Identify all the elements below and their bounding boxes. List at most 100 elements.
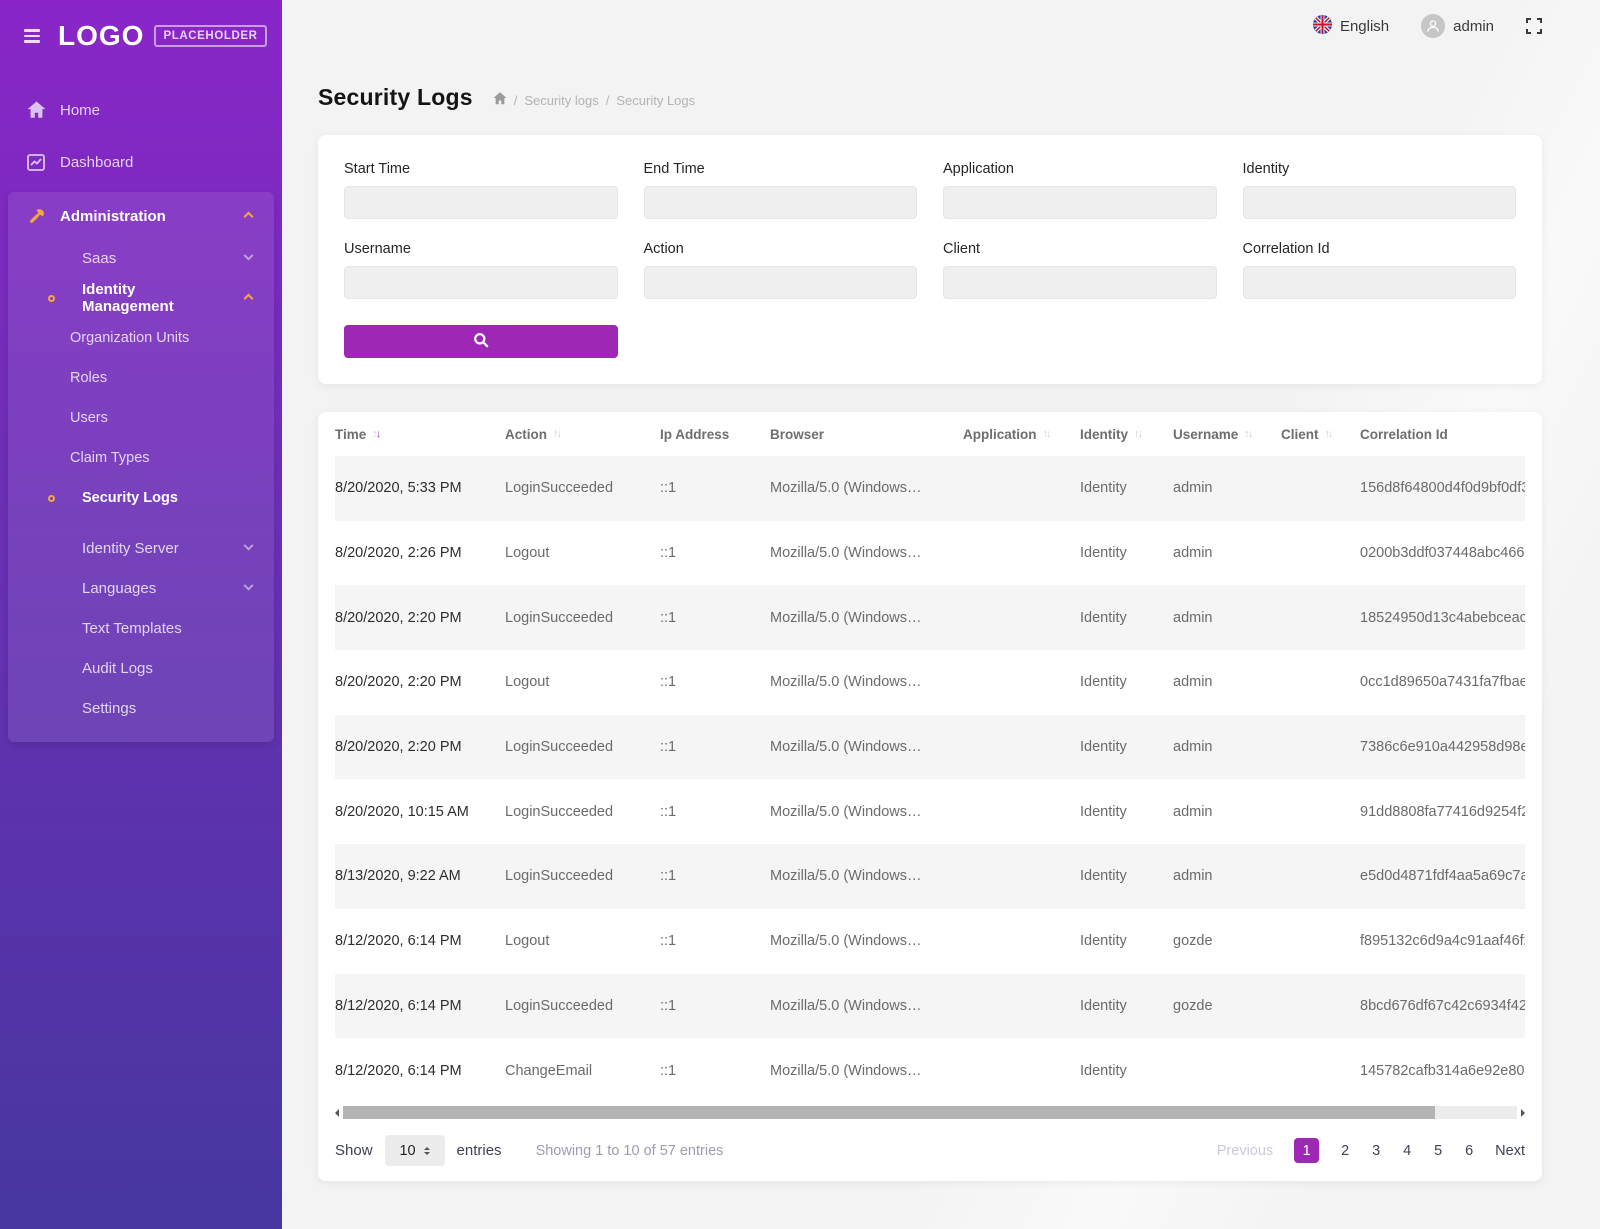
sidebar-item-roles[interactable]: Roles [8, 358, 274, 398]
filter-field-end-time: End Time [643, 161, 917, 219]
cell-client [1281, 456, 1360, 521]
cell-username: gozde [1173, 997, 1213, 1014]
search-button[interactable] [344, 325, 618, 358]
sidebar-item-settings[interactable]: Settings [8, 688, 274, 728]
cell-browser: Mozilla/5.0 (Windows… [770, 480, 922, 497]
pagination-page-3[interactable]: 3 [1372, 1142, 1381, 1159]
sidebar-item-text-templates[interactable]: Text Templates [8, 608, 274, 648]
cell-identity: Identity [1080, 803, 1127, 820]
cell-time: 8/20/2020, 2:20 PM [335, 739, 462, 756]
pagination: Previous 1 2 3 4 5 6 Next [1216, 1138, 1525, 1164]
field-label: Correlation Id [1242, 241, 1330, 257]
logo[interactable]: LOGO PLACEHOLDER [58, 20, 267, 52]
chevron-up-icon [243, 293, 254, 303]
topbar: English admin [318, 0, 1542, 52]
breadcrumb-item[interactable]: Security logs [524, 92, 599, 108]
cell-ip: ::1 [660, 1062, 677, 1079]
showing-entries-text: Showing 1 to 10 of 57 entries [535, 1142, 724, 1159]
dashboard-icon [26, 153, 46, 171]
pagination-page-4[interactable]: 4 [1403, 1142, 1412, 1159]
pagination-previous[interactable]: Previous [1216, 1142, 1274, 1159]
application-input[interactable] [943, 186, 1217, 219]
cell-correlation: 7386c6e910a442958d98e9 [1360, 739, 1525, 756]
table-header-row: Time ↑ ↓ Action ↑ ↓ Ip Address Browser Appli… [335, 412, 1525, 456]
scroll-left-arrow-icon[interactable] [335, 1108, 339, 1117]
cell-browser: Mozilla/5.0 (Windows… [770, 803, 922, 820]
cell-correlation: 0cc1d89650a7431fa7fbae4 [1360, 674, 1525, 691]
cell-action: LoginSucceeded [505, 739, 614, 756]
avatar [1421, 14, 1446, 38]
cell-action: ChangeEmail [505, 1062, 593, 1079]
sidebar-item-users[interactable]: Users [8, 398, 274, 438]
sidebar-item-security-logs[interactable]: Security Logs [8, 478, 274, 518]
fullscreen-icon[interactable] [1526, 18, 1542, 34]
cell-time: 8/20/2020, 2:20 PM [335, 609, 462, 626]
start-time-input[interactable] [344, 186, 618, 219]
correlation-id-input[interactable] [1242, 266, 1516, 299]
sidebar-item-identity-management[interactable]: Identity Management [8, 278, 274, 318]
column-header-identity[interactable]: Identity ↑ ↓ [1080, 426, 1143, 442]
table-row: 8/20/2020, 10:15 AM LoginSucceeded ::1 M… [335, 779, 1525, 844]
logo-text: LOGO [58, 20, 145, 51]
username-input[interactable] [344, 266, 618, 299]
cell-correlation: 8bcd676df67c42c6934f42 [1360, 997, 1525, 1014]
cell-username: admin [1173, 739, 1213, 756]
sidebar-item-home[interactable]: Home [0, 84, 282, 136]
sidebar-group-administration: Administration Saas Identity Management … [8, 192, 274, 742]
column-header-username[interactable]: Username ↑ ↓ [1173, 426, 1253, 442]
cell-browser: Mozilla/5.0 (Windows… [770, 739, 922, 756]
horizontal-scrollbar[interactable] [335, 1105, 1525, 1121]
client-input[interactable] [943, 266, 1217, 299]
entries-label: entries [456, 1142, 502, 1160]
user-menu[interactable]: admin [1421, 14, 1494, 38]
cell-time: 8/20/2020, 10:15 AM [335, 803, 469, 820]
column-header-time[interactable]: Time ↑ ↓ [335, 426, 381, 442]
breadcrumb-home-icon[interactable] [493, 92, 507, 108]
sidebar-menu: Home Dashboard Administration Saas [0, 68, 282, 742]
cell-action: LoginSucceeded [505, 868, 614, 885]
column-header-application[interactable]: Application ↑ ↓ [963, 426, 1051, 442]
pagination-next[interactable]: Next [1495, 1142, 1525, 1159]
field-label: Username [344, 241, 411, 257]
identity-input[interactable] [1242, 186, 1516, 219]
column-header-correlation-id: Correlation Id [1360, 426, 1448, 442]
cell-action: LoginSucceeded [505, 480, 614, 497]
sidebar-item-administration[interactable]: Administration [8, 194, 274, 238]
page-size-value: 10 [399, 1142, 416, 1159]
page-size-select[interactable]: 10 [384, 1135, 445, 1167]
bullet-dot-icon [48, 294, 55, 302]
cell-application [963, 521, 1080, 586]
menu-toggle-icon[interactable] [22, 27, 42, 45]
scrollbar-track[interactable] [343, 1106, 1517, 1120]
sidebar-item-languages[interactable]: Languages [8, 568, 274, 608]
cell-application [963, 715, 1080, 780]
main-content: English admin Security Logs / Security l… [282, 0, 1600, 1229]
scroll-right-arrow-icon[interactable] [1521, 1108, 1525, 1117]
sidebar-item-label: Roles [70, 370, 108, 386]
sidebar-item-identity-server[interactable]: Identity Server [8, 528, 274, 568]
sidebar-item-dashboard[interactable]: Dashboard [0, 136, 282, 188]
column-header-action[interactable]: Action ↑ ↓ [505, 426, 562, 442]
end-time-input[interactable] [643, 186, 917, 219]
cell-correlation: 91dd8808fa77416d9254f2e [1360, 803, 1525, 820]
pagination-page-6[interactable]: 6 [1465, 1142, 1474, 1159]
sort-icon: ↑ ↓ [553, 428, 562, 440]
sidebar-item-audit-logs[interactable]: Audit Logs [8, 648, 274, 688]
table-row: 8/12/2020, 6:14 PM ChangeEmail ::1 Mozil… [335, 1038, 1525, 1103]
language-selector[interactable]: English [1312, 14, 1389, 38]
sidebar-item-claim-types[interactable]: Claim Types [8, 438, 274, 478]
chevron-down-icon [243, 250, 254, 261]
sidebar-item-label: Dashboard [60, 153, 134, 171]
sort-icon: ↑ ↓ [1244, 428, 1253, 440]
sidebar-item-organization-units[interactable]: Organization Units [8, 318, 274, 358]
pagination-page-2[interactable]: 2 [1341, 1142, 1350, 1159]
cell-client [1281, 909, 1360, 974]
action-input[interactable] [643, 266, 917, 299]
column-header-client[interactable]: Client ↑ ↓ [1281, 426, 1333, 442]
table-row: 8/20/2020, 2:20 PM Logout ::1 Mozilla/5.… [335, 650, 1525, 715]
sidebar-item-saas[interactable]: Saas [8, 238, 274, 278]
cell-correlation: e5d0d4871fdf4aa5a69c7a1 [1360, 868, 1525, 885]
scrollbar-thumb[interactable] [343, 1106, 1435, 1120]
pagination-page-5[interactable]: 5 [1434, 1142, 1443, 1159]
pagination-page-1[interactable]: 1 [1294, 1138, 1320, 1164]
